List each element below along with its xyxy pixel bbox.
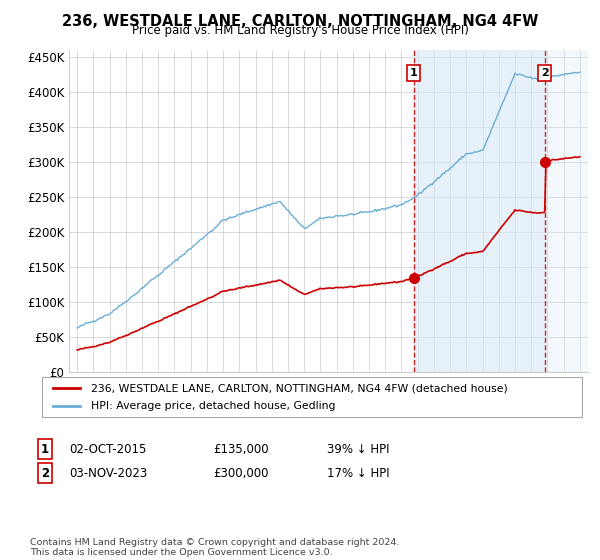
Text: HPI: Average price, detached house, Gedling: HPI: Average price, detached house, Gedl… — [91, 401, 335, 411]
Text: 1: 1 — [41, 442, 49, 456]
Bar — [545, 50, 588, 372]
Text: 39% ↓ HPI: 39% ↓ HPI — [327, 442, 389, 456]
Text: 1: 1 — [410, 68, 418, 78]
Text: £135,000: £135,000 — [213, 442, 269, 456]
Text: 236, WESTDALE LANE, CARLTON, NOTTINGHAM, NG4 4FW: 236, WESTDALE LANE, CARLTON, NOTTINGHAM,… — [62, 14, 538, 29]
Text: Price paid vs. HM Land Registry's House Price Index (HPI): Price paid vs. HM Land Registry's House … — [131, 24, 469, 37]
Text: 2: 2 — [41, 466, 49, 480]
Bar — [413, 50, 545, 372]
Text: 236, WESTDALE LANE, CARLTON, NOTTINGHAM, NG4 4FW (detached house): 236, WESTDALE LANE, CARLTON, NOTTINGHAM,… — [91, 383, 508, 393]
Text: £300,000: £300,000 — [213, 466, 269, 480]
Text: 02-OCT-2015: 02-OCT-2015 — [69, 442, 146, 456]
Text: 17% ↓ HPI: 17% ↓ HPI — [327, 466, 389, 480]
Text: 2: 2 — [541, 68, 548, 78]
Text: 03-NOV-2023: 03-NOV-2023 — [69, 466, 147, 480]
Text: Contains HM Land Registry data © Crown copyright and database right 2024.
This d: Contains HM Land Registry data © Crown c… — [30, 538, 400, 557]
